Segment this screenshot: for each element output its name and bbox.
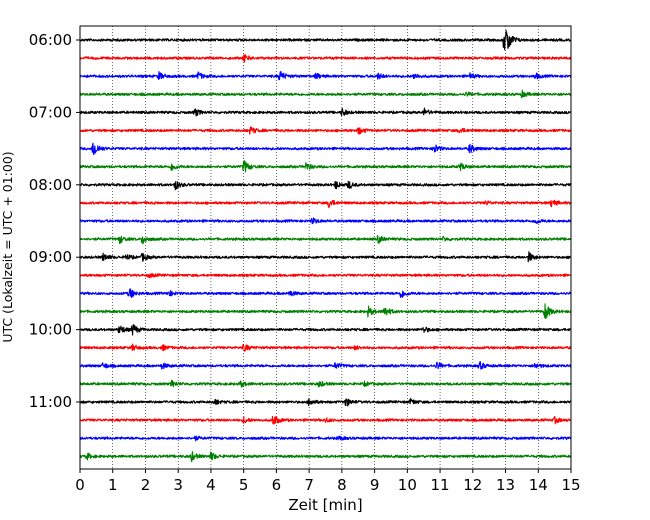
trace-0615 <box>79 54 572 63</box>
trace-0915 <box>79 273 572 279</box>
x-tick-label: 3 <box>173 476 183 494</box>
x-tick-label: 0 <box>75 476 85 494</box>
trace-1030 <box>79 361 572 370</box>
y-tick-label: 08:00 <box>29 176 72 194</box>
trace-0945 <box>79 303 572 319</box>
x-tick-label: 13 <box>496 476 515 494</box>
trace-0600 <box>79 29 572 51</box>
trace-1015 <box>79 343 572 352</box>
trace-1145 <box>79 451 572 463</box>
trace-0715 <box>79 126 572 135</box>
trace-0645 <box>79 89 572 98</box>
x-tick-label: 2 <box>141 476 151 494</box>
y-tick-label: 06:00 <box>29 31 72 49</box>
x-axis-label: Zeit [min] <box>288 496 362 514</box>
trace-0900 <box>79 251 572 263</box>
trace-0930 <box>79 288 572 299</box>
y-tick-label: 11:00 <box>29 393 72 411</box>
trace-0815 <box>79 199 572 209</box>
x-tick-label: 14 <box>529 476 548 494</box>
x-tick-label: 5 <box>239 476 249 494</box>
trace-0800 <box>79 180 572 191</box>
seismic-traces <box>79 29 572 463</box>
trace-1115 <box>79 415 572 425</box>
trace-0730 <box>79 142 572 156</box>
trace-0700 <box>79 107 572 117</box>
y-axis-label: UTC (Lokalzeit = UTC + 01:00) <box>0 151 15 342</box>
trace-0630 <box>79 70 572 81</box>
y-tick-label: 09:00 <box>29 248 72 266</box>
x-tick-label: 11 <box>431 476 450 494</box>
y-tick-label: 10:00 <box>29 321 72 339</box>
x-tick-label: 1 <box>108 476 118 494</box>
x-tick-label: 6 <box>272 476 282 494</box>
trace-1100 <box>79 397 572 407</box>
y-tick-label: 07:00 <box>29 103 72 121</box>
vertical-grid-lines <box>112 26 539 469</box>
y-axis-ticks: 06:00 07:00 08:00 09:00 10:00 11:00 <box>29 31 80 411</box>
trace-1045 <box>79 379 572 388</box>
x-tick-label: 8 <box>337 476 347 494</box>
trace-0830 <box>79 217 572 225</box>
trace-0745 <box>79 160 572 173</box>
x-tick-label: 9 <box>370 476 380 494</box>
x-tick-label: 7 <box>304 476 314 494</box>
x-tick-label: 4 <box>206 476 216 494</box>
trace-0845 <box>79 235 572 245</box>
x-tick-label: 12 <box>463 476 482 494</box>
trace-1130 <box>79 435 572 442</box>
trace-1000 <box>79 324 572 336</box>
x-axis-ticks: 0 1 2 3 4 5 6 7 8 9 10 11 12 13 14 15 <box>75 469 581 494</box>
x-tick-label: 15 <box>561 476 580 494</box>
plot-frame <box>79 25 572 470</box>
x-tick-label: 10 <box>398 476 417 494</box>
